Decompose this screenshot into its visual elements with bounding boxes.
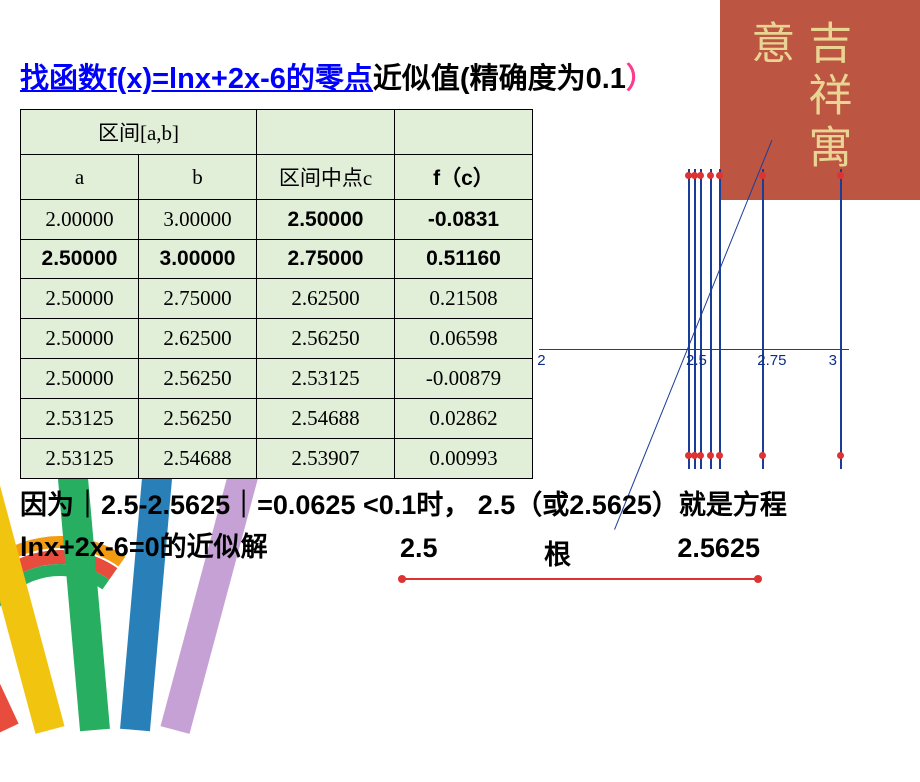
grid-vline (710, 169, 712, 469)
tick-dot-icon (716, 172, 723, 179)
cell-c: 2.56250 (257, 319, 395, 359)
conclusion-line1: 因为｜2.5-2.5625｜=0.0625 <0.1时， 2.5（或2.5625… (20, 490, 787, 520)
cell-a: 2.50000 (21, 359, 139, 399)
page-title: 找函数f(x)=lnx+2x-6的零点近似值(精确度为0.1） (20, 55, 900, 97)
table-row: 2.500002.562502.53125-0.00879 (21, 359, 533, 399)
cell-c: 2.75000 (257, 240, 395, 279)
cell-a: 2.50000 (21, 240, 139, 279)
root-right: 2.5625 (677, 533, 760, 572)
cell-f: 0.00993 (395, 439, 533, 479)
cell-f: 0.21508 (395, 279, 533, 319)
grid-vline (762, 169, 764, 469)
title-function: 找函数f(x)=lnx+2x-6的零点 (20, 63, 373, 95)
grid-vline (700, 169, 702, 469)
grid-vline (840, 169, 842, 469)
cell-f: -0.00879 (395, 359, 533, 399)
root-interval-marker: 2.5 根 2.5625 (400, 533, 760, 580)
title-paren: ） (626, 63, 655, 95)
col-a: a (21, 155, 139, 200)
cell-a: 2.53125 (21, 399, 139, 439)
tick-dot-icon (759, 452, 766, 459)
axis-tick-label: 2 (537, 352, 545, 369)
table-row: 2.500003.000002.750000.51160 (21, 240, 533, 279)
axis-tick-label: 3 (829, 352, 837, 369)
cell-b: 3.00000 (139, 240, 257, 279)
table-row: 2.531252.562502.546880.02862 (21, 399, 533, 439)
tick-dot-icon (697, 172, 704, 179)
table-subheader-row: a b 区间中点c f（c） (21, 155, 533, 200)
tick-dot-icon (837, 452, 844, 459)
header-empty-c (257, 110, 395, 155)
cell-a: 2.50000 (21, 279, 139, 319)
cell-c: 2.53125 (257, 359, 395, 399)
cell-b: 2.54688 (139, 439, 257, 479)
cell-b: 2.75000 (139, 279, 257, 319)
tick-dot-icon (707, 452, 714, 459)
cell-b: 2.56250 (139, 399, 257, 439)
cell-b: 2.62500 (139, 319, 257, 359)
bisection-table: 区间[a,b] a b 区间中点c f（c） 2.000003.000002.5… (20, 109, 533, 479)
tick-dot-icon (759, 172, 766, 179)
cell-c: 2.54688 (257, 399, 395, 439)
col-c: 区间中点c (257, 155, 395, 200)
root-left: 2.5 (400, 533, 438, 572)
cell-b: 3.00000 (139, 200, 257, 240)
cell-f: 0.06598 (395, 319, 533, 359)
axis-tick-label: 2.5 (686, 352, 707, 369)
root-segment-line (400, 578, 760, 580)
cell-f: 0.51160 (395, 240, 533, 279)
tick-dot-icon (707, 172, 714, 179)
table-header-row: 区间[a,b] (21, 110, 533, 155)
conclusion-line2: lnx+2x-6=0的近似解 (20, 532, 268, 562)
tick-dot-icon (697, 452, 704, 459)
grid-vline (719, 169, 721, 469)
col-b: b (139, 155, 257, 200)
cell-f: -0.0831 (395, 200, 533, 240)
grid-vline (694, 169, 696, 469)
table-row: 2.000003.000002.50000-0.0831 (21, 200, 533, 240)
function-graph: 2 2.5 2.75 3 (539, 169, 849, 479)
cell-b: 2.56250 (139, 359, 257, 399)
cell-c: 2.62500 (257, 279, 395, 319)
table-row: 2.500002.750002.625000.21508 (21, 279, 533, 319)
cell-c: 2.53907 (257, 439, 395, 479)
table-row: 2.500002.625002.562500.06598 (21, 319, 533, 359)
cell-c: 2.50000 (257, 200, 395, 240)
header-empty-f (395, 110, 533, 155)
cell-a: 2.53125 (21, 439, 139, 479)
col-f: f（c） (395, 155, 533, 200)
cell-a: 2.50000 (21, 319, 139, 359)
axis-tick-label: 2.75 (757, 352, 786, 369)
cell-a: 2.00000 (21, 200, 139, 240)
grid-vline (688, 169, 690, 469)
cell-f: 0.02862 (395, 399, 533, 439)
table-row: 2.531252.546882.539070.00993 (21, 439, 533, 479)
tick-dot-icon (837, 172, 844, 179)
header-interval: 区间[a,b] (21, 110, 257, 155)
tick-dot-icon (716, 452, 723, 459)
table-body: 2.000003.000002.50000-0.08312.500003.000… (21, 200, 533, 479)
root-mid: 根 (544, 533, 571, 572)
title-rest: 近似值(精确度为0.1 (373, 63, 626, 95)
